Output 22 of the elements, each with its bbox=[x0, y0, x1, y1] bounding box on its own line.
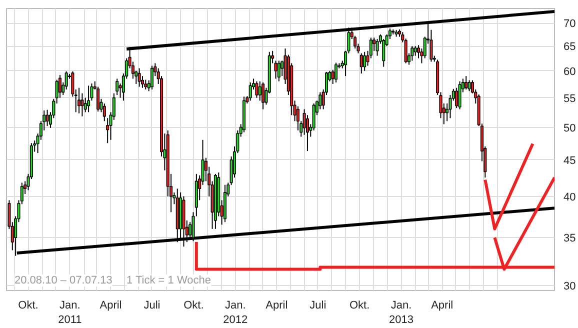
x-tick-label: Jan. 2011 bbox=[58, 300, 82, 326]
y-tick-label: 70 bbox=[564, 18, 576, 30]
y-tick-label: 50 bbox=[564, 122, 576, 134]
y-tick-label: 40 bbox=[564, 191, 576, 204]
y-tick-label: 45 bbox=[564, 154, 576, 167]
annotation: 1 Tick = 1 Woche bbox=[126, 274, 211, 286]
x-tick-label: Okt. bbox=[350, 300, 370, 312]
y-tick-label: 30 bbox=[564, 280, 576, 292]
x-tick-label: April bbox=[431, 300, 454, 312]
y-tick-label: 55 bbox=[564, 92, 576, 105]
y-tick-label: 65 bbox=[564, 41, 576, 54]
y-tick-label: 60 bbox=[564, 66, 576, 78]
x-tick-label: Jan. 2012 bbox=[223, 300, 248, 326]
x-tick-label: April bbox=[100, 300, 122, 312]
x-tick-label: Juli bbox=[310, 300, 326, 312]
x-tick-label: Juli bbox=[144, 300, 160, 312]
x-tick-label: April bbox=[266, 300, 288, 312]
x-tick-label: Okt. bbox=[184, 300, 204, 312]
annotation: 20.08.10 – 07.07.13 bbox=[14, 274, 112, 286]
x-tick-label: Jan. 2013 bbox=[389, 300, 414, 326]
y-tick-label: 35 bbox=[564, 232, 576, 245]
x-tick-label: Okt. bbox=[18, 300, 38, 312]
